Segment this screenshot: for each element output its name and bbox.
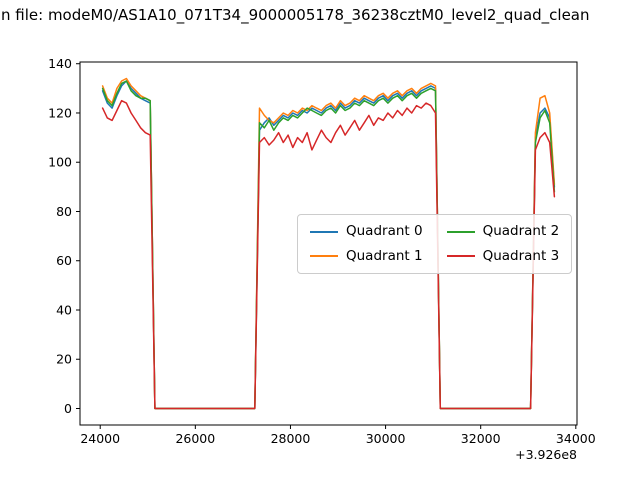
legend-label-quadrant-1: Quadrant 1 bbox=[346, 247, 423, 264]
legend-label-quadrant-0: Quadrant 0 bbox=[346, 223, 423, 239]
x-axis-offset-label: +3.926e8 bbox=[515, 447, 577, 462]
y-tick-label: 60 bbox=[56, 253, 72, 268]
y-tick-label: 140 bbox=[48, 56, 72, 71]
legend-item-quadrant-2: Quadrant 2 bbox=[446, 222, 560, 242]
chart-title: n file: modeM0/AS1A10_071T34_9000005178_… bbox=[1, 6, 590, 24]
legend-line-sample-quadrant-0 bbox=[310, 230, 338, 233]
x-tick-label: 24000 bbox=[80, 431, 120, 446]
legend-line-sample-quadrant-1 bbox=[310, 255, 338, 258]
legend-label-quadrant-3: Quadrant 3 bbox=[482, 247, 560, 264]
legend: Quadrant 0 Quadrant 1 Quadrant 2 Quadrant 3 bbox=[297, 214, 573, 275]
legend-label-quadrant-2: Quadrant 2 bbox=[482, 223, 560, 239]
plot-frame bbox=[79, 61, 578, 426]
legend-line-sample-quadrant-2 bbox=[446, 230, 475, 233]
legend-item-quadrant-3: Quadrant 3 bbox=[446, 247, 560, 267]
y-tick-label: 100 bbox=[48, 155, 72, 170]
y-tick-label: 80 bbox=[56, 204, 72, 219]
legend-item-quadrant-0: Quadrant 0 bbox=[310, 222, 423, 242]
y-tick-label: 120 bbox=[48, 105, 72, 120]
legend-line-sample-quadrant-3 bbox=[446, 255, 475, 258]
x-tick-label: 32000 bbox=[461, 431, 501, 446]
y-tick-label: 0 bbox=[64, 401, 72, 416]
series-line-quadrant-2 bbox=[101, 80, 556, 410]
x-tick-label: 26000 bbox=[175, 431, 215, 446]
x-tick-label: 30000 bbox=[366, 431, 406, 446]
y-tick-label: 20 bbox=[56, 352, 72, 367]
legend-item-quadrant-1: Quadrant 1 bbox=[310, 247, 423, 267]
y-tick-label: 40 bbox=[56, 302, 72, 317]
x-tick-label: 34000 bbox=[556, 431, 596, 446]
series-line-quadrant-3 bbox=[101, 99, 556, 410]
series-line-quadrant-0 bbox=[101, 80, 556, 410]
x-tick-label: 28000 bbox=[271, 431, 311, 446]
